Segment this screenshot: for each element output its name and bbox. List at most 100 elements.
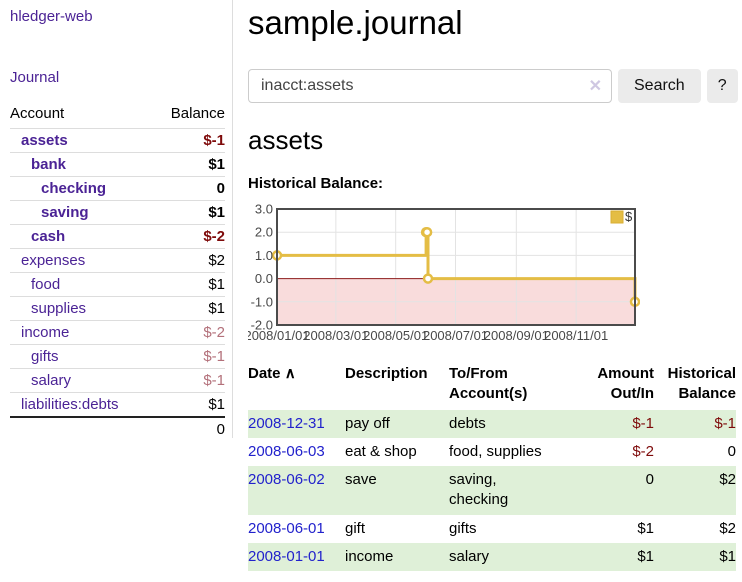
amount-cell: $-2 bbox=[632, 442, 654, 460]
y-axis-tick-label: 2.0 bbox=[255, 225, 273, 240]
account-balance: $1 bbox=[153, 392, 225, 417]
account-row: bank $1 bbox=[10, 152, 225, 177]
sidebar: hledger-web Journal Account Balance asse… bbox=[0, 0, 233, 441]
register-header-row: Date ∧ Description To/From Account(s) Am… bbox=[248, 362, 736, 410]
transaction-date-link[interactable]: 2008-06-01 bbox=[248, 519, 325, 537]
y-axis-tick-label: 1.0 bbox=[255, 248, 273, 263]
legend-label: $ bbox=[625, 209, 633, 224]
amount-cell: $1 bbox=[637, 519, 654, 537]
journal-link[interactable]: Journal bbox=[10, 69, 60, 86]
y-axis-tick-label: 3.0 bbox=[255, 203, 273, 217]
chart-title: Historical Balance: bbox=[248, 175, 384, 192]
account-link[interactable]: income bbox=[21, 324, 70, 341]
account-link[interactable]: bank bbox=[31, 156, 67, 173]
date-column-header[interactable]: Date ∧ bbox=[248, 365, 296, 382]
x-axis-tick-label: 2008/05/01 bbox=[363, 328, 428, 343]
description-cell: gift bbox=[345, 519, 366, 537]
account-link[interactable]: supplies bbox=[31, 300, 87, 317]
account-balance: $2 bbox=[153, 248, 225, 273]
account-heading: assets bbox=[248, 125, 324, 155]
accounts-cell: salary bbox=[449, 547, 490, 565]
sidebar-journal: Journal bbox=[10, 69, 225, 86]
amount-column-header: Amount Out/In bbox=[597, 365, 654, 403]
account-balance: $-1 bbox=[153, 128, 225, 153]
account-row: food $1 bbox=[10, 272, 225, 297]
x-axis-tick-label: 2008/03/01 bbox=[303, 328, 368, 343]
account-row: income $-2 bbox=[10, 320, 225, 345]
account-balance: $-1 bbox=[153, 344, 225, 369]
search-form: ✕ Search ? bbox=[248, 69, 738, 103]
account-link[interactable]: expenses bbox=[21, 252, 86, 269]
transaction-date-link[interactable]: 2008-01-01 bbox=[248, 547, 325, 565]
table-row: 2008-06-02 save saving, checking 0 $2 bbox=[248, 466, 736, 515]
balance-cell: $1 bbox=[719, 547, 736, 565]
data-point-marker bbox=[422, 273, 434, 284]
balance-cell: $-1 bbox=[714, 414, 736, 432]
balance-cell: $2 bbox=[719, 471, 736, 488]
description-cell: save bbox=[345, 471, 377, 488]
x-axis-tick-label: 2008/11/01 bbox=[544, 328, 608, 343]
date-cell: 2008-06-03 bbox=[248, 438, 345, 466]
account-balance: $1 bbox=[153, 272, 225, 297]
balance-column-header: Balance bbox=[170, 105, 225, 122]
x-axis-tick-label: 2008/07/01 bbox=[423, 328, 488, 343]
accounts-cell: gifts bbox=[449, 519, 477, 537]
sort-asc-icon: ∧ bbox=[284, 365, 296, 382]
account-balance: $1 bbox=[153, 296, 225, 321]
account-row: salary $-1 bbox=[10, 368, 225, 393]
search-input[interactable] bbox=[248, 69, 612, 103]
table-row: 2008-12-31 pay off debts $-1 $-1 bbox=[248, 409, 736, 438]
y-axis-tick-label: -2.0 bbox=[251, 318, 273, 333]
historical-balance-chart[interactable]: $3.0 2.0 1.0 0.0 -1.0 -2.0 2008/01/01 2008/03/0… bbox=[244, 202, 641, 350]
account-link[interactable]: cash bbox=[31, 228, 66, 245]
account-link[interactable]: food bbox=[31, 276, 61, 293]
legend-swatch bbox=[610, 210, 624, 224]
account-link[interactable]: gifts bbox=[31, 348, 59, 365]
transaction-date-link[interactable]: 2008-06-03 bbox=[248, 442, 325, 460]
transaction-date-link[interactable]: 2008-12-31 bbox=[248, 414, 325, 432]
account-balance: $-1 bbox=[153, 368, 225, 393]
date-cell: 2008-06-01 bbox=[248, 515, 345, 543]
description-cell: income bbox=[345, 547, 394, 565]
account-row: supplies $1 bbox=[10, 296, 225, 321]
account-link[interactable]: assets bbox=[21, 132, 68, 149]
transactions-table: Date ∧ Description To/From Account(s) Am… bbox=[248, 362, 736, 571]
date-cell: 2008-12-31 bbox=[248, 410, 345, 438]
app-title: hledger-web bbox=[10, 8, 225, 25]
chart-svg: $3.0 2.0 1.0 0.0 -1.0 -2.02008/01/012008/03/0… bbox=[244, 202, 641, 343]
account-row: expenses $2 bbox=[10, 248, 225, 273]
account-link[interactable]: saving bbox=[41, 204, 89, 221]
balance-cell: 0 bbox=[727, 442, 736, 460]
account-balance: $1 bbox=[153, 152, 225, 177]
account-link[interactable]: checking bbox=[41, 180, 107, 197]
total-balance: 0 bbox=[153, 416, 225, 441]
amount-cell: 0 bbox=[645, 471, 654, 488]
description-cell: pay off bbox=[345, 414, 390, 432]
date-cell: 2008-01-01 bbox=[248, 543, 345, 571]
table-row: 2008-06-03 eat & shop food, supplies $-2 0 bbox=[248, 438, 736, 466]
account-link[interactable]: salary bbox=[31, 372, 72, 389]
account-column-header: Account bbox=[10, 105, 65, 122]
account-row: cash $-2 bbox=[10, 224, 225, 249]
account-balance: 0 bbox=[153, 176, 225, 201]
help-button[interactable]: ? bbox=[706, 69, 738, 103]
account-tree-table: Account Balance assets $-1 bank $1 checking 0… bbox=[10, 102, 225, 441]
account-balance: $1 bbox=[153, 200, 225, 225]
description-column-header: Description bbox=[345, 365, 428, 382]
table-row: 2008-01-01 income salary $1 $1 bbox=[248, 542, 736, 571]
clear-search-icon[interactable]: ✕ bbox=[588, 78, 602, 95]
table-row: 2008-06-01 gift gifts $1 $2 bbox=[248, 515, 736, 543]
y-axis-tick-label: -1.0 bbox=[251, 294, 273, 309]
account-row: saving $1 bbox=[10, 200, 225, 225]
y-axis-tick-label: 0.0 bbox=[255, 271, 273, 286]
search-button[interactable]: Search bbox=[618, 69, 701, 103]
app-title-link[interactable]: hledger-web bbox=[10, 8, 93, 25]
x-axis-tick-label: 2008/01/01 bbox=[248, 328, 310, 343]
description-cell: eat & shop bbox=[345, 442, 417, 460]
account-row: checking 0 bbox=[10, 176, 225, 201]
transaction-date-link[interactable]: 2008-06-02 bbox=[248, 471, 325, 488]
account-row: assets $-1 bbox=[10, 128, 225, 153]
account-link[interactable]: liabilities:debts bbox=[21, 396, 119, 413]
accounts-column-header: To/From Account(s) bbox=[449, 365, 528, 403]
accounts-cell: saving, checking bbox=[449, 471, 509, 509]
